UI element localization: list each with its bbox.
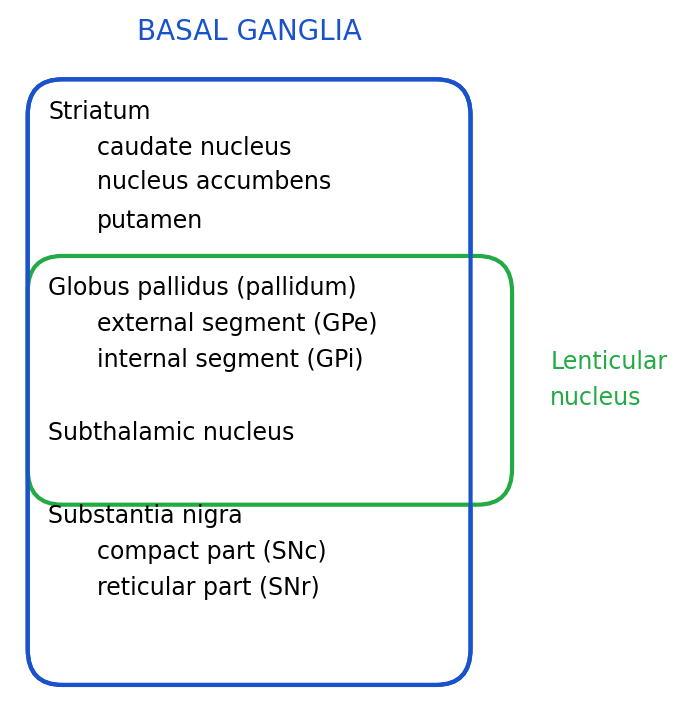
Text: nucleus: nucleus <box>550 386 641 410</box>
Text: reticular part (SNr): reticular part (SNr) <box>97 575 320 600</box>
Text: compact part (SNc): compact part (SNc) <box>97 539 327 564</box>
Text: internal segment (GPi): internal segment (GPi) <box>97 348 363 373</box>
Text: external segment (GPe): external segment (GPe) <box>97 312 377 337</box>
Text: putamen: putamen <box>97 209 203 234</box>
Text: nucleus accumbens: nucleus accumbens <box>97 169 331 194</box>
Text: Lenticular: Lenticular <box>550 350 667 374</box>
Text: Subthalamic nucleus: Subthalamic nucleus <box>48 420 295 445</box>
Text: Striatum: Striatum <box>48 99 151 124</box>
Text: caudate nucleus: caudate nucleus <box>97 136 291 160</box>
FancyBboxPatch shape <box>28 256 512 505</box>
Text: BASAL GANGLIA: BASAL GANGLIA <box>137 19 361 46</box>
Text: Substantia nigra: Substantia nigra <box>48 503 243 528</box>
Text: Globus pallidus (pallidum): Globus pallidus (pallidum) <box>48 276 357 301</box>
